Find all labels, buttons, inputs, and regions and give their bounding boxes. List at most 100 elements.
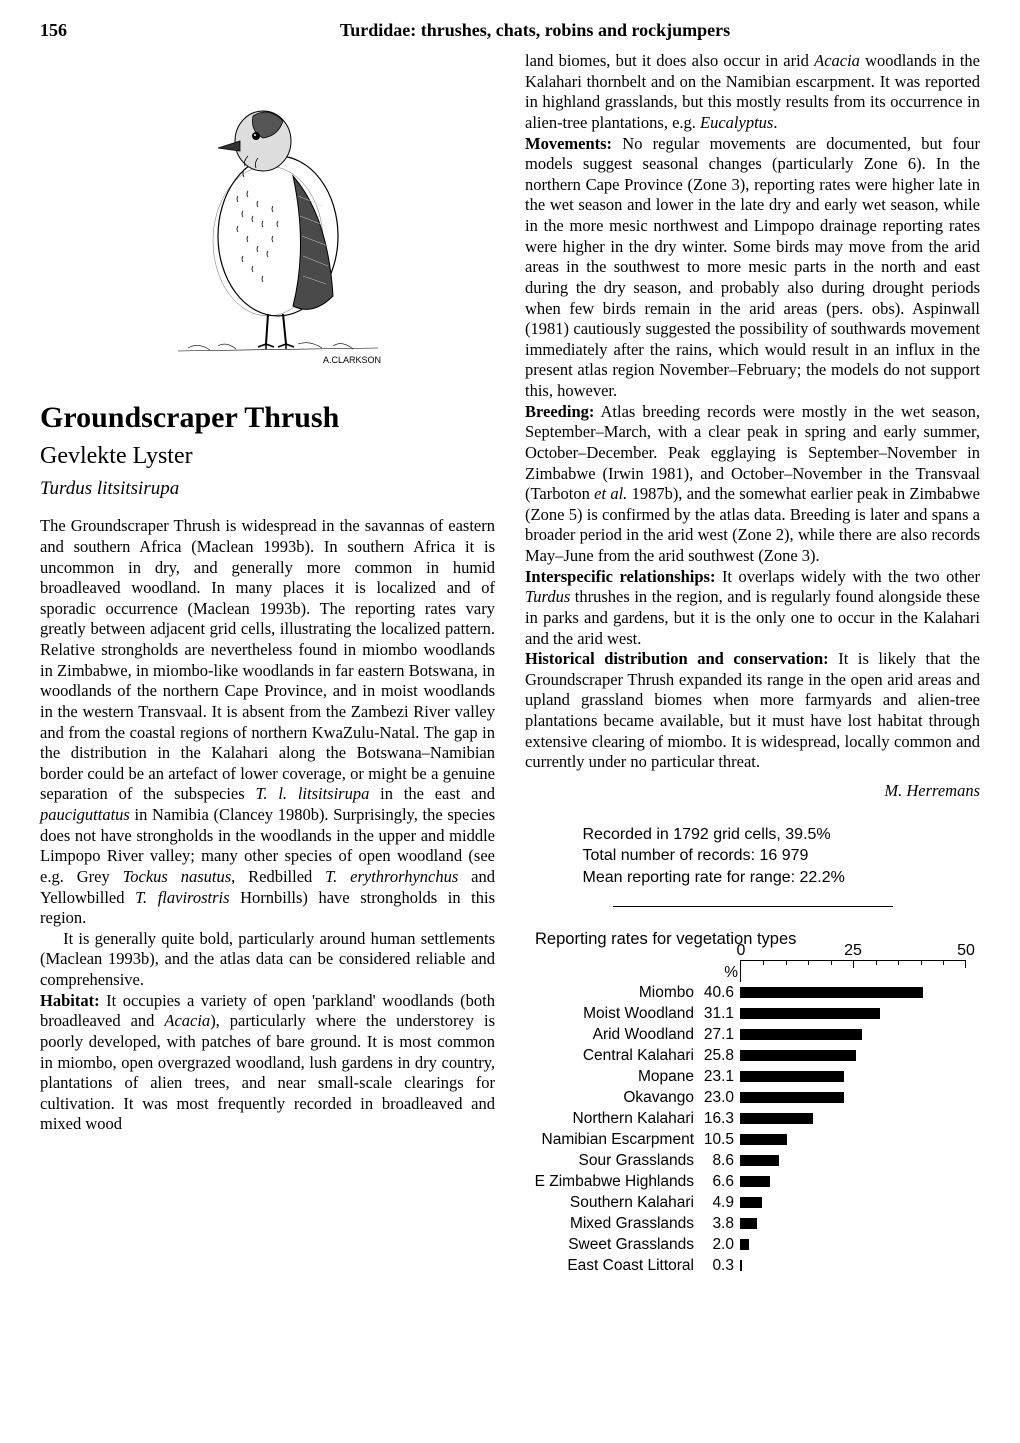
biomes-continuation: land biomes, but it does also occur in a… <box>525 51 980 134</box>
axis-line: 0 25 50 <box>740 960 965 982</box>
bar-label: Namibian Escarpment <box>525 1130 700 1149</box>
bar-fill <box>740 1134 787 1145</box>
bar-value: 23.1 <box>700 1067 740 1086</box>
bar-row: Northern Kalahari16.3 <box>525 1108 980 1129</box>
axis-25: 25 <box>844 941 862 961</box>
breeding-paragraph: Breeding: Atlas breeding records were mo… <box>525 402 980 567</box>
bar-label: East Coast Littoral <box>525 1256 700 1275</box>
header-title: Turdidae: thrushes, chats, robins and ro… <box>90 20 980 41</box>
bar-fill <box>740 1029 862 1040</box>
bar-label: Arid Woodland <box>525 1025 700 1044</box>
bar-fill <box>740 1113 813 1124</box>
bar-label: E Zimbabwe Highlands <box>525 1172 700 1191</box>
bar-value: 10.5 <box>700 1130 740 1149</box>
author-credit: M. Herremans <box>525 781 980 802</box>
interspecific-head: Interspecific relationships: <box>525 567 715 586</box>
bar-fill <box>740 1239 749 1250</box>
bar-row: Sweet Grasslands2.0 <box>525 1234 980 1255</box>
left-column: A.CLARKSON Groundscraper Thrush Gevlekte… <box>40 51 495 1276</box>
bar-fill <box>740 1260 742 1271</box>
bar-row: Southern Kalahari4.9 <box>525 1192 980 1213</box>
reporting-rates-chart: % 0 25 50 Miombo40.6Moist Wo <box>525 954 980 1276</box>
bar-row: Mopane23.1 <box>525 1066 980 1087</box>
bar-value: 6.6 <box>700 1172 740 1191</box>
bar-row: East Coast Littoral0.3 <box>525 1255 980 1276</box>
chart-title: Reporting rates for vegetation types <box>535 929 980 950</box>
bar-fill <box>740 1155 779 1166</box>
bar-value: 8.6 <box>700 1151 740 1170</box>
bar-fill <box>740 1092 844 1103</box>
axis-0: 0 <box>737 941 746 961</box>
bar-track <box>740 1092 965 1103</box>
bar-label: Northern Kalahari <box>525 1109 700 1128</box>
bar-fill <box>740 1071 844 1082</box>
bars-container: Miombo40.6Moist Woodland31.1Arid Woodlan… <box>525 982 980 1276</box>
bar-track <box>740 1197 965 1208</box>
stats-line-3: Mean reporting rate for range: 22.2% <box>583 867 923 889</box>
bar-track <box>740 1176 965 1187</box>
stats-box: Recorded in 1792 grid cells, 39.5% Total… <box>583 824 923 908</box>
movements-paragraph: Movements: No regular movements are docu… <box>525 134 980 402</box>
bar-label: Okavango <box>525 1088 700 1107</box>
bar-track <box>740 1155 965 1166</box>
bar-value: 0.3 <box>700 1256 740 1275</box>
bar-track <box>740 1029 965 1040</box>
intro-paragraph: The Groundscraper Thrush is widespread i… <box>40 516 495 929</box>
historical-head: Historical distribution and conservation… <box>525 649 829 668</box>
bar-fill <box>740 1197 762 1208</box>
bar-value: 25.8 <box>700 1046 740 1065</box>
right-column: land biomes, but it does also occur in a… <box>525 51 980 1276</box>
page-number: 156 <box>40 20 90 41</box>
bird-illustration: A.CLARKSON <box>40 51 495 381</box>
bar-row: Sour Grasslands8.6 <box>525 1150 980 1171</box>
bar-value: 31.1 <box>700 1004 740 1023</box>
bar-value: 23.0 <box>700 1088 740 1107</box>
bar-value: 3.8 <box>700 1214 740 1233</box>
bar-track <box>740 987 965 998</box>
bar-row: Miombo40.6 <box>525 982 980 1003</box>
bar-label: Miombo <box>525 983 700 1002</box>
breeding-head: Breeding: <box>525 402 594 421</box>
bar-label: Sweet Grasslands <box>525 1235 700 1254</box>
stats-line-1: Recorded in 1792 grid cells, 39.5% <box>583 824 923 846</box>
bar-row: Arid Woodland27.1 <box>525 1024 980 1045</box>
bar-row: Okavango23.0 <box>525 1087 980 1108</box>
stats-divider <box>613 906 893 907</box>
bar-fill <box>740 1176 770 1187</box>
bar-value: 27.1 <box>700 1025 740 1044</box>
habitat-head: Habitat: <box>40 991 100 1010</box>
bar-label: Central Kalahari <box>525 1046 700 1065</box>
bar-label: Mopane <box>525 1067 700 1086</box>
bar-row: Namibian Escarpment10.5 <box>525 1129 980 1150</box>
bar-label: Mixed Grasslands <box>525 1214 700 1233</box>
latin-name: Turdus litsitsirupa <box>40 477 495 501</box>
species-subtitle: Gevlekte Lyster <box>40 441 495 471</box>
habitat-paragraph: Habitat: It occupies a variety of open '… <box>40 991 495 1135</box>
species-title: Groundscraper Thrush <box>40 399 495 437</box>
bar-label: Southern Kalahari <box>525 1193 700 1212</box>
bar-row: Moist Woodland31.1 <box>525 1003 980 1024</box>
axis-50: 50 <box>957 941 975 961</box>
bar-row: Mixed Grasslands3.8 <box>525 1213 980 1234</box>
bar-row: E Zimbabwe Highlands6.6 <box>525 1171 980 1192</box>
bar-value: 4.9 <box>700 1193 740 1212</box>
bar-track <box>740 1239 965 1250</box>
movements-head: Movements: <box>525 134 612 153</box>
bar-fill <box>740 987 923 998</box>
bar-label: Sour Grasslands <box>525 1151 700 1170</box>
interspecific-paragraph: Interspecific relationships: It overlaps… <box>525 567 980 650</box>
boldness-paragraph: It is generally quite bold, particularly… <box>40 929 495 991</box>
bar-fill <box>740 1218 757 1229</box>
bar-track <box>740 1260 965 1271</box>
bar-track <box>740 1218 965 1229</box>
page-header: 156 Turdidae: thrushes, chats, robins an… <box>40 20 980 41</box>
historical-paragraph: Historical distribution and conservation… <box>525 649 980 773</box>
bar-fill <box>740 1050 856 1061</box>
stats-line-2: Total number of records: 16 979 <box>583 845 923 867</box>
bar-fill <box>740 1008 880 1019</box>
pct-label: % <box>525 963 740 982</box>
bar-value: 16.3 <box>700 1109 740 1128</box>
bar-track <box>740 1008 965 1019</box>
content-columns: A.CLARKSON Groundscraper Thrush Gevlekte… <box>40 51 980 1276</box>
bar-label: Moist Woodland <box>525 1004 700 1023</box>
